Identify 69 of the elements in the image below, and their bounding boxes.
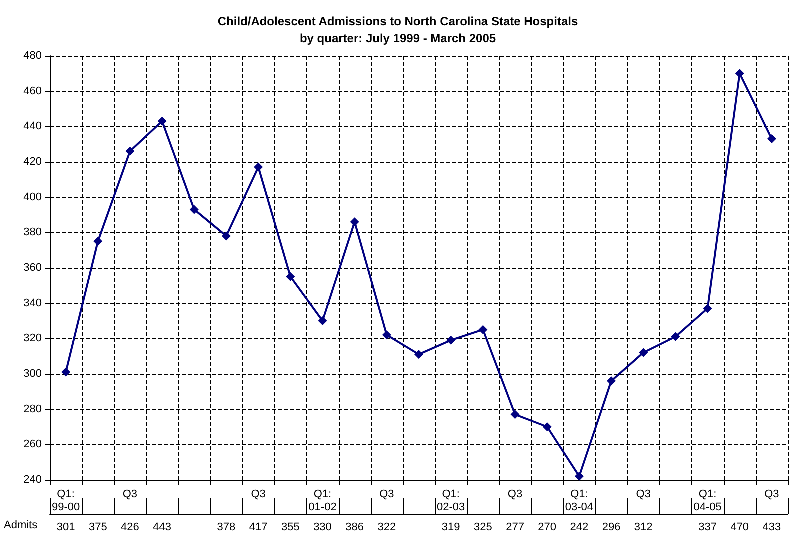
data-label: 386 — [346, 522, 364, 534]
data-label: 325 — [474, 522, 492, 534]
y-tick-label: 480 — [24, 50, 42, 62]
data-label: 433 — [762, 522, 782, 534]
point — [222, 232, 231, 241]
x-tick-label: Q1: 99-00 — [52, 488, 80, 514]
y-tick-label: 420 — [24, 156, 42, 168]
x-tick-label: Q1: 01-02 — [308, 488, 337, 514]
data-label: 312 — [634, 522, 653, 534]
y-tick-label: 400 — [24, 191, 42, 204]
y-tick-label: 440 — [24, 120, 42, 133]
data-label: 270 — [538, 522, 557, 534]
y-tick-label: 240 — [24, 474, 42, 486]
point — [318, 316, 328, 326]
x-tick-label: Q3 — [122, 488, 138, 500]
point — [735, 69, 744, 78]
point — [94, 237, 103, 246]
point — [254, 162, 264, 172]
data-label: 375 — [88, 522, 108, 534]
point — [126, 146, 135, 156]
data-label: 426 — [121, 522, 140, 534]
x-tick-label: Q1: 03-04 — [565, 488, 594, 514]
point — [703, 304, 712, 314]
data-label: 443 — [153, 522, 172, 534]
x-tick-label: Q3 — [380, 488, 394, 500]
data-label: 470 — [730, 522, 750, 534]
point — [574, 472, 584, 481]
y-tick-label: 300 — [24, 368, 42, 380]
x-tick-label: Q1: 04-05 — [694, 488, 722, 514]
y-tick-label: 260 — [24, 438, 42, 451]
point — [382, 330, 392, 340]
data-label: 417 — [249, 522, 268, 534]
y-tick-label: 360 — [24, 262, 42, 274]
y-tick-label: 340 — [24, 297, 42, 310]
data-label: 242 — [570, 522, 589, 534]
data-label: 296 — [602, 522, 621, 534]
point — [478, 325, 488, 334]
data-label: 322 — [378, 522, 396, 534]
y-tick-label: 320 — [24, 332, 42, 345]
chart-title: Child/Adolescent Admissions to North Carolina State Hospitals by quarter: July 1999 - March 2005 — [218, 14, 578, 46]
data-label: 277 — [506, 522, 524, 534]
y-tick-label: 460 — [24, 85, 42, 98]
point — [767, 134, 776, 144]
x-tick-label: Q1: 02-03 — [437, 488, 466, 514]
point — [190, 205, 199, 214]
point — [286, 272, 296, 282]
point — [158, 116, 167, 126]
y-tick-label: 280 — [24, 403, 42, 416]
data-label: 378 — [217, 522, 236, 534]
x-tick-label: Q3 — [636, 488, 651, 500]
point — [639, 348, 648, 358]
x-tick-label: Q3 — [508, 488, 523, 500]
point — [510, 410, 520, 420]
point — [607, 376, 616, 386]
point — [671, 332, 680, 342]
data-label: 337 — [698, 522, 717, 534]
data-label: 301 — [56, 522, 76, 534]
point — [414, 350, 424, 360]
point — [350, 218, 360, 227]
y-tick-label: 380 — [24, 226, 42, 239]
data-label: 330 — [314, 522, 332, 534]
x-tick-label: Q3 — [764, 488, 780, 500]
data-label: 319 — [442, 522, 460, 534]
text: Admits — [4, 520, 38, 532]
x-tick-label: Q3 — [251, 488, 266, 500]
data-label: 355 — [281, 522, 300, 534]
point — [62, 368, 71, 377]
point — [542, 422, 552, 432]
point — [446, 336, 456, 345]
